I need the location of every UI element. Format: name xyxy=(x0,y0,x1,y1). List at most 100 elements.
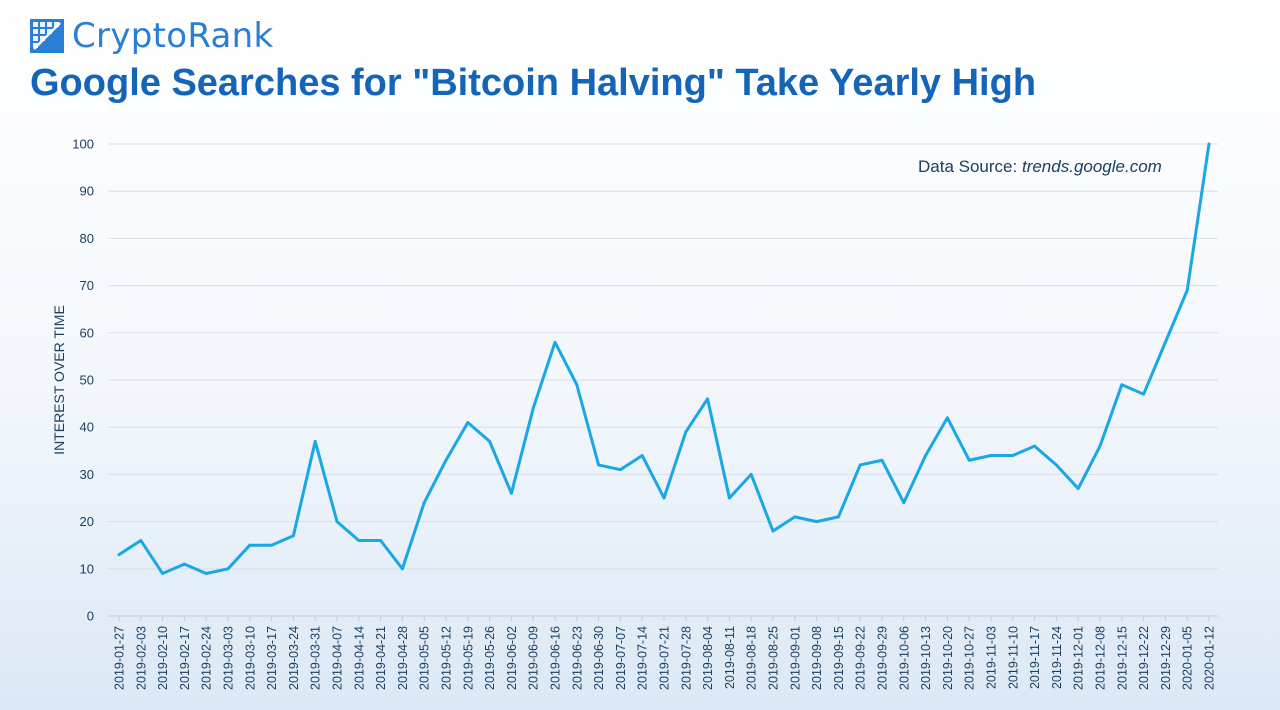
x-tick-label: 2019-05-26 xyxy=(483,626,497,690)
x-tick-label: 2019-08-18 xyxy=(745,626,759,690)
x-tick-label: 2019-02-17 xyxy=(178,626,192,690)
data-point xyxy=(531,406,535,410)
data-point xyxy=(357,539,361,542)
data-point xyxy=(401,567,404,571)
data-point xyxy=(946,416,949,420)
x-tick-label: 2019-03-17 xyxy=(265,626,279,690)
y-axis-label: INTEREST OVER TIME xyxy=(51,305,67,455)
x-tick-label: 2019-11-17 xyxy=(1028,626,1042,689)
grid-logo-icon xyxy=(30,19,64,53)
x-tick-label: 2019-07-21 xyxy=(658,626,672,690)
data-point xyxy=(967,458,971,462)
x-tick-label: 2019-09-15 xyxy=(832,626,846,690)
data-point xyxy=(749,473,753,476)
y-tick-label: 60 xyxy=(80,325,94,340)
data-point xyxy=(226,567,230,571)
x-tick-label: 2019-05-19 xyxy=(461,626,475,690)
x-tick-label: 2019-05-05 xyxy=(418,626,432,690)
data-point xyxy=(466,421,470,424)
x-tick-label: 2019-12-15 xyxy=(1115,626,1129,690)
series-line xyxy=(117,142,1211,576)
x-tick-label: 2019-09-08 xyxy=(810,626,824,690)
y-tick-label: 100 xyxy=(72,137,94,152)
y-axis-ticks: 0 10 20 30 40 50 60 70 80 90 100 xyxy=(72,137,94,624)
data-source: Data Source: trends.google.com xyxy=(918,157,1162,177)
data-point xyxy=(183,562,186,566)
data-point xyxy=(924,454,927,457)
x-tick-label: 2019-04-14 xyxy=(352,626,366,690)
data-source-value: trends.google.com xyxy=(1021,157,1162,176)
x-tick-label: 2019-09-29 xyxy=(876,626,890,690)
x-tick-label: 2019-09-01 xyxy=(788,626,802,690)
data-point xyxy=(139,539,143,542)
x-tick-label: 2019-11-03 xyxy=(985,626,999,689)
data-point xyxy=(837,515,840,519)
data-point xyxy=(270,543,273,547)
data-point xyxy=(1076,487,1080,490)
data-point xyxy=(248,543,252,547)
x-tick-label: 2019-02-03 xyxy=(134,626,148,690)
x-tick-label: 2019-06-16 xyxy=(549,626,563,690)
y-tick-label: 90 xyxy=(80,184,94,199)
data-point xyxy=(902,501,906,505)
data-point xyxy=(1011,454,1015,457)
data-point xyxy=(1033,444,1036,448)
data-point xyxy=(1055,463,1058,467)
y-tick-label: 20 xyxy=(80,514,94,529)
data-point xyxy=(684,430,688,434)
data-point xyxy=(422,501,426,505)
data-point xyxy=(1185,288,1189,292)
data-point xyxy=(640,454,644,457)
y-tick-label: 40 xyxy=(80,420,94,435)
x-tick-label: 2019-02-24 xyxy=(200,626,214,690)
y-tick-label: 10 xyxy=(80,561,94,576)
x-tick-label: 2019-01-27 xyxy=(113,626,127,690)
data-point xyxy=(379,539,382,542)
data-point xyxy=(1142,392,1145,396)
data-point xyxy=(793,515,797,519)
data-point xyxy=(313,439,317,443)
data-point xyxy=(597,463,600,467)
chart-title: Google Searches for "Bitcoin Halving" Ta… xyxy=(30,62,1037,104)
x-tick-label: 2019-09-22 xyxy=(854,626,868,690)
data-point xyxy=(161,572,165,575)
y-tick-label: 0 xyxy=(87,609,94,624)
data-source-label: Data Source: xyxy=(918,157,1018,176)
x-tick-label: 2019-03-31 xyxy=(309,626,323,690)
data-point xyxy=(728,496,731,500)
x-tick-label: 2019-12-01 xyxy=(1072,626,1086,690)
data-point xyxy=(989,454,993,457)
data-point xyxy=(619,468,622,472)
x-tick-label: 2019-07-28 xyxy=(679,626,693,690)
x-tick-label: 2019-11-24 xyxy=(1050,626,1064,689)
x-axis-ticks: 2019-01-27 2019-02-03 2019-02-10 2019-02-17… xyxy=(113,616,1217,690)
x-tick-label: 2019-04-21 xyxy=(374,626,388,690)
x-tick-label: 2019-06-02 xyxy=(505,626,519,690)
data-point xyxy=(117,553,121,557)
brand: CryptoRank xyxy=(30,16,274,56)
data-point xyxy=(1120,383,1124,387)
data-point xyxy=(553,340,557,344)
data-point xyxy=(771,529,775,533)
brand-name: CryptoRank xyxy=(72,16,274,56)
x-tick-label: 2019-12-29 xyxy=(1159,626,1173,690)
x-tick-label: 2020-01-05 xyxy=(1181,626,1195,690)
x-tick-label: 2019-04-28 xyxy=(396,626,410,690)
x-tick-label: 2019-10-13 xyxy=(919,626,933,690)
data-point xyxy=(575,383,579,387)
data-point xyxy=(706,397,709,401)
data-point xyxy=(1207,142,1211,146)
data-point xyxy=(858,463,862,467)
x-tick-label: 2019-10-06 xyxy=(897,626,911,690)
x-tick-label: 2019-12-22 xyxy=(1137,626,1151,690)
data-point xyxy=(204,572,208,575)
x-tick-label: 2019-03-10 xyxy=(243,626,257,690)
data-point xyxy=(510,491,513,495)
x-tick-label: 2019-03-24 xyxy=(287,626,301,690)
x-tick-label: 2019-04-07 xyxy=(331,626,345,690)
y-tick-label: 50 xyxy=(80,373,94,388)
data-point xyxy=(1164,340,1167,344)
data-point xyxy=(815,520,818,523)
x-tick-label: 2019-08-11 xyxy=(723,626,737,689)
